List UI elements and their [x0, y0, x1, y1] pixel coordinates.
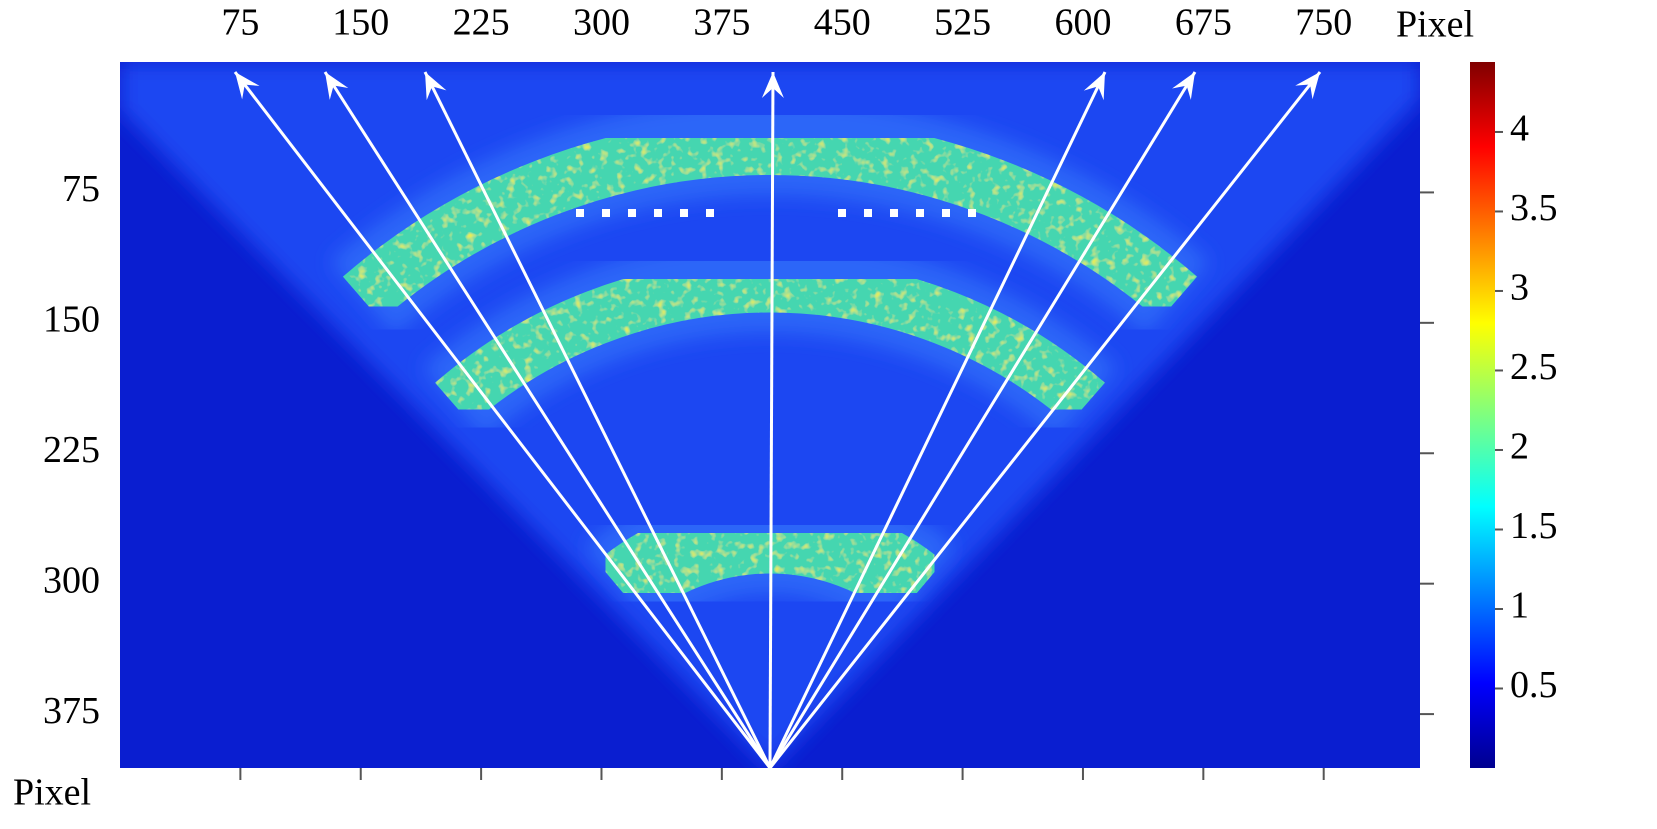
- dot-mark: [680, 209, 688, 217]
- arrow-head: [425, 72, 447, 101]
- colorbar-tick-label: 1: [1510, 585, 1529, 627]
- echo-band: [342, 117, 1198, 321]
- dot-mark: [942, 209, 950, 217]
- dot-mark: [576, 209, 584, 217]
- colorbar: [1470, 62, 1495, 768]
- arrow-head: [761, 72, 784, 99]
- x-tick-label: 150: [332, 2, 389, 44]
- dot-mark: [628, 209, 636, 217]
- y-tick-label: 300: [43, 559, 100, 601]
- x-axis-label: Pixel: [1396, 4, 1474, 46]
- heatmap: [120, 62, 1420, 768]
- colorbar-tick-label: 2.5: [1510, 346, 1558, 388]
- beam-arrow: [768, 71, 1107, 768]
- arrow-head: [1295, 72, 1320, 100]
- x-tick-label: 300: [573, 2, 630, 44]
- x-tick-label: 225: [453, 2, 510, 44]
- arrow-head: [1172, 72, 1195, 100]
- beam-arrow: [768, 71, 1322, 768]
- dot-mark: [706, 209, 714, 217]
- x-tick-label: 750: [1295, 2, 1352, 44]
- dot-mark: [916, 209, 924, 217]
- dot-mark: [890, 209, 898, 217]
- colorbar-tick-label: 0.5: [1510, 664, 1558, 706]
- arrow-head: [1083, 72, 1105, 101]
- colorbar-tick-label: 3.5: [1510, 187, 1558, 229]
- x-tick-label: 375: [693, 2, 750, 44]
- colorbar-tick-label: 3: [1510, 267, 1529, 309]
- y-tick-label: 225: [43, 429, 100, 471]
- colorbar-tick-label: 1.5: [1510, 505, 1558, 547]
- beam-arrow: [423, 71, 772, 768]
- dot-mark: [968, 209, 976, 217]
- y-tick-label: 150: [43, 299, 100, 341]
- x-tick-label: 525: [934, 2, 991, 44]
- x-tick-label: 450: [814, 2, 871, 44]
- beam-arrow: [768, 71, 1197, 768]
- arrow-head: [325, 72, 349, 100]
- arrow-head: [235, 72, 260, 100]
- colorbar-tick-label: 4: [1510, 108, 1529, 150]
- colorbar-tick-label: 2: [1510, 426, 1529, 468]
- beam-arrow: [768, 71, 775, 768]
- beam-arrow: [323, 71, 772, 768]
- dot-mark: [864, 209, 872, 217]
- dot-mark: [838, 209, 846, 217]
- x-tick-label: 675: [1175, 2, 1232, 44]
- y-axis-label: Pixel: [13, 772, 91, 814]
- x-tick-label: 600: [1054, 2, 1111, 44]
- y-tick-label: 375: [43, 690, 100, 732]
- dot-mark: [654, 209, 662, 217]
- x-tick-label: 75: [221, 2, 259, 44]
- dot-mark: [602, 209, 610, 217]
- y-tick-label: 75: [62, 168, 100, 210]
- beam-arrow: [233, 71, 772, 768]
- echo-band: [435, 257, 1105, 425]
